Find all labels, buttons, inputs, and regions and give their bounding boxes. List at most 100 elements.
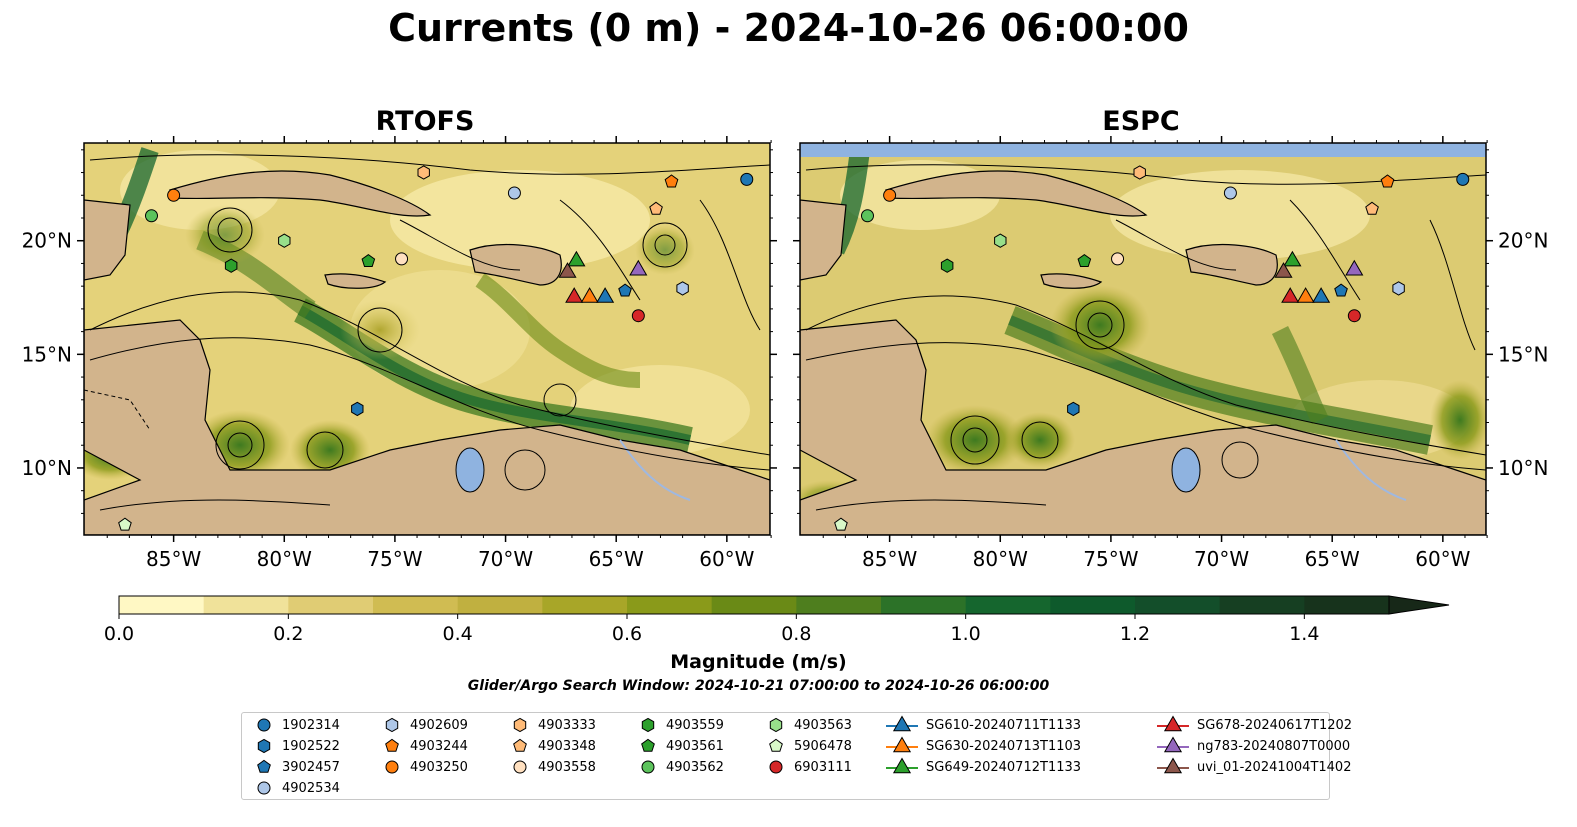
colorbar-cell: [288, 596, 374, 614]
lake-maracaibo: [455, 447, 485, 493]
legend-marker: [385, 717, 399, 733]
legend-item: 4903244: [382, 736, 468, 756]
legend-label: SG610-20240711T1133: [926, 717, 1082, 733]
marker-SG649-20240712T1133: [1283, 250, 1302, 267]
legend: 1902314 1902522 3902457 4902534 4902609 49032…: [241, 712, 1352, 800]
legend-item: SG678-20240617T1202: [1157, 715, 1352, 735]
legend-marker-icon: [385, 760, 399, 774]
marker-4902609: [1392, 281, 1405, 296]
marker-3902457: [1334, 283, 1348, 297]
legend-label: 4903563: [794, 717, 852, 733]
legend-marker-icon: [513, 717, 527, 733]
lon-tick-label: 60°W: [699, 547, 754, 571]
legend-marker: [892, 736, 912, 753]
legend-label: 4903250: [410, 759, 468, 775]
legend-item: 4903562: [638, 757, 724, 777]
colorbar-cell: [627, 596, 713, 614]
colorbar-cell: [1304, 596, 1390, 614]
marker-uvi_01-20241004T1402: [1274, 262, 1293, 278]
legend-marker-icon: [641, 738, 655, 752]
legend-label: 4903348: [538, 738, 596, 754]
legend-item: SG630-20240713T1103: [886, 736, 1081, 756]
marker-4903333: [417, 165, 430, 180]
marker-4903333: [1133, 165, 1146, 180]
legend-item: 4903558: [510, 757, 596, 777]
marker-1902314: [1456, 172, 1470, 186]
marker-4903563: [994, 233, 1007, 248]
legend-marker-icon: [513, 738, 527, 752]
lat-tick-label: 10°N: [1498, 456, 1548, 480]
legend-item: 4903250: [382, 757, 468, 777]
colorbar-tick-label: 1.2: [1120, 623, 1150, 645]
legend-marker-icon: [1157, 757, 1189, 774]
legend-item: 4903561: [638, 736, 724, 756]
lon-tick-label: 80°W: [257, 547, 312, 571]
legend-marker-icon: [257, 718, 271, 732]
legend-label: 3902457: [282, 759, 340, 775]
marker-ng783-20240807T0000: [629, 259, 648, 276]
legend-item: 4902534: [254, 778, 340, 798]
marker-4903244: [1380, 174, 1395, 188]
legend-marker-icon: [1157, 715, 1189, 732]
legend-marker-icon: [257, 759, 271, 773]
marker-ng783-20240807T0000: [1345, 259, 1364, 276]
legend-marker: [641, 738, 655, 752]
maps-area: 85°W 80°W 75°W 70°W 65°W 60°W 20°N 15°N 10°N 85°W…: [22, 136, 1548, 571]
legend-marker: [769, 760, 783, 774]
legend-item: 4903333: [510, 715, 596, 735]
streamlines: [805, 164, 1486, 511]
colorbar-tick-label: 0.8: [781, 623, 811, 645]
marker-5906478: [834, 517, 848, 531]
colorbar-tick-label: 0.0: [104, 623, 134, 645]
lon-tick-label: 75°W: [367, 547, 422, 571]
legend-label: SG678-20240617T1202: [1197, 717, 1353, 733]
legend-marker-icon: [769, 738, 783, 752]
legend-marker-icon: [1157, 736, 1189, 753]
colorbar-cell: [965, 596, 1051, 614]
legend-label: 5906478: [794, 738, 852, 754]
marker-3902457: [618, 283, 632, 297]
hispaniola-land: [469, 243, 562, 286]
map-panel-rtofs: [83, 142, 771, 536]
yucatan-land: [800, 199, 847, 281]
legend-marker: [641, 760, 655, 774]
legend-marker-icon: [886, 736, 918, 753]
marker-4903561: [1077, 253, 1092, 267]
legend-marker: [1163, 757, 1183, 774]
legend-marker-icon: [257, 738, 271, 754]
colorbar-tick-label: 0.2: [273, 623, 303, 645]
marker-4902534: [507, 186, 521, 200]
marker-1902314: [740, 172, 754, 186]
lon-tick-label: 80°W: [973, 547, 1028, 571]
marker-6903111: [631, 309, 645, 323]
colorbar-cell: [796, 596, 882, 614]
legend-label: 6903111: [794, 759, 852, 775]
lon-tick-label: 85°W: [862, 547, 917, 571]
marker-SG630-20240713T1103: [580, 287, 599, 303]
marker-4903563: [278, 233, 291, 248]
masked-region: [800, 143, 1486, 157]
legend-label: 4902609: [410, 717, 468, 733]
colorbar-cell: [711, 596, 797, 614]
marker-5906478: [118, 517, 132, 531]
marker-4903558: [395, 252, 409, 266]
marker-SG649-20240712T1133: [567, 250, 586, 267]
legend-marker: [641, 717, 655, 733]
colorbar-cell: [1219, 596, 1305, 614]
legend-marker: [513, 760, 527, 774]
legend-label: 4903562: [666, 759, 724, 775]
colorbar-extend-arrow: [1388, 595, 1450, 615]
legend-item: ng783-20240807T0000: [1157, 736, 1350, 756]
legend-marker: [257, 738, 271, 754]
marker-SG678-20240617T1202: [565, 287, 584, 303]
legend-marker: [257, 759, 271, 773]
marker-4903244: [664, 174, 679, 188]
marker-4903562: [144, 209, 158, 223]
legend-item: 4902609: [382, 715, 468, 735]
legend-label: 4903561: [666, 738, 724, 754]
legend-label: 4903559: [666, 717, 724, 733]
lon-tick-label: 60°W: [1415, 547, 1470, 571]
colorbar-cell: [1135, 596, 1221, 614]
legend-marker: [385, 738, 399, 752]
legend-item: 1902522: [254, 736, 340, 756]
